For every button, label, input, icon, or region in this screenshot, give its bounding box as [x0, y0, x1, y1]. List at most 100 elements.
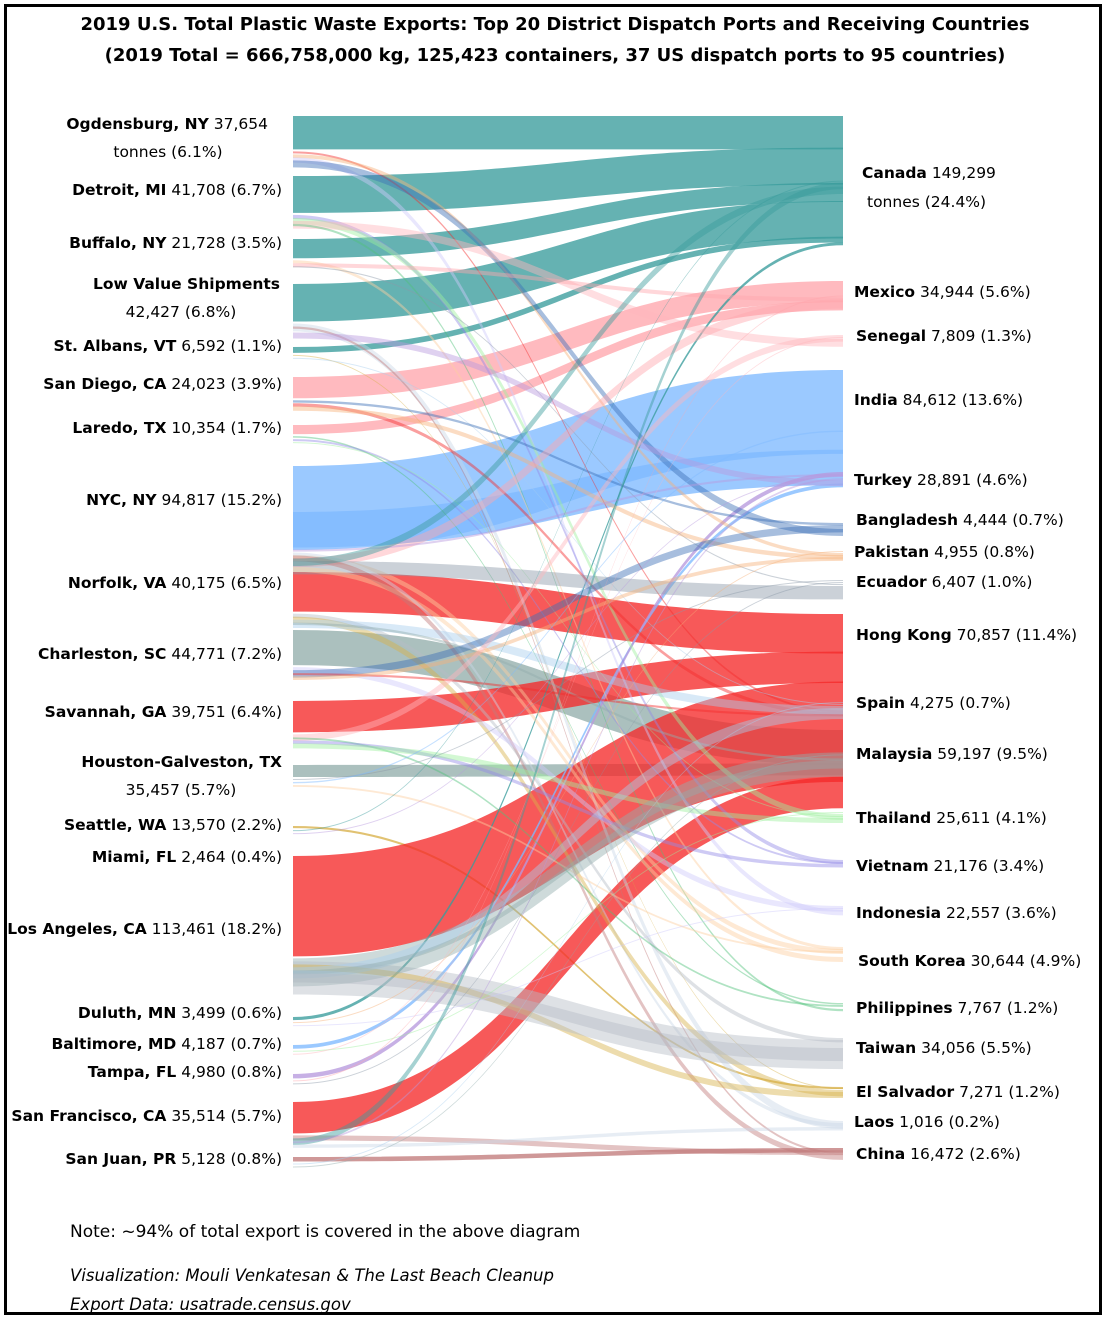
- destination-country-label: Spain 4,275 (0.7%): [856, 694, 1011, 712]
- flow-link-minor: [293, 335, 843, 741]
- flow-link-minor: [293, 266, 843, 586]
- flow-link-minor: [293, 439, 843, 864]
- destination-country-label: Bangladesh 4,444 (0.7%): [856, 511, 1064, 529]
- destination-country-label: Mexico 34,944 (5.6%): [854, 283, 1031, 301]
- flow-link-minor: [293, 580, 843, 781]
- flow-link-minor: [293, 400, 843, 526]
- flow-link-minor: [293, 737, 843, 1007]
- destination-country-label: El Salvador 7,271 (1.2%): [856, 1083, 1060, 1101]
- flow-link-minor: [293, 622, 843, 761]
- source-port-label: Miami, FL 2,464 (0.4%): [92, 848, 282, 866]
- flow-link-minor: [293, 160, 843, 536]
- chart-subtitle: (2019 Total = 666,758,000 kg, 125,423 co…: [104, 45, 1006, 66]
- flow-link-minor: [293, 961, 843, 1062]
- flow-link: [293, 182, 843, 259]
- source-port-label: Charleston, SC 44,771 (7.2%): [38, 645, 282, 663]
- flow-link: [293, 1148, 843, 1162]
- flow-link-minor: [293, 619, 843, 715]
- flow-link-minor: [293, 752, 843, 975]
- flow-link-minor: [293, 474, 843, 552]
- destination-country-label: Thailand 25,611 (4.1%): [856, 809, 1047, 827]
- flow-link-minor: [293, 186, 843, 567]
- flow-link-minor: [293, 743, 843, 824]
- flow-link-minor: [293, 157, 843, 916]
- sankey-links: [293, 116, 843, 1168]
- flow-link-minor: [293, 217, 843, 820]
- flow-link-minor: [293, 555, 843, 1160]
- flow-link-minor: [293, 223, 843, 1012]
- flow-link-minor: [293, 708, 843, 979]
- flow-link-minor: [293, 357, 843, 705]
- flow-link-minor: [293, 220, 843, 347]
- source-port-value: 42,427 (6.8%): [126, 303, 237, 321]
- source-port-label: San Diego, CA 24,023 (3.9%): [43, 375, 282, 393]
- flow-link: [293, 472, 843, 1079]
- flow-link-minor: [293, 551, 843, 1024]
- flow-link-minor: [293, 154, 843, 557]
- source-port-label: San Francisco, CA 35,514 (5.7%): [11, 1107, 282, 1125]
- flow-link-minor: [293, 785, 843, 953]
- source-port-label: St. Albans, VT 6,592 (1.1%): [53, 337, 282, 355]
- flow-link: [293, 281, 843, 399]
- flow-link-minor: [293, 263, 843, 302]
- flow-link-minor: [293, 613, 843, 1043]
- destination-country-label: Indonesia 22,557 (3.6%): [856, 904, 1057, 922]
- flow-link-minor: [293, 406, 843, 560]
- source-port-label: Norfolk, VA 40,175 (6.5%): [68, 574, 282, 592]
- flow-link-minor: [293, 1135, 843, 1156]
- source-port-label: Houston-Galveston, TX: [81, 753, 282, 771]
- chart-title: 2019 U.S. Total Plastic Waste Exports: T…: [80, 14, 1030, 35]
- destination-country-label: Senegal 7,809 (1.3%): [856, 327, 1032, 345]
- flow-link-minor: [293, 964, 843, 1099]
- flow-link: [293, 483, 843, 1049]
- source-port-label: Low Value Shipments: [93, 275, 280, 293]
- source-port-label: Buffalo, NY 21,728 (3.5%): [69, 234, 282, 252]
- flow-link-minor: [293, 214, 843, 865]
- flow-link-minor: [293, 560, 843, 600]
- flow-link-minor: [293, 702, 843, 1165]
- flow-link-minor: [293, 667, 843, 912]
- flow-link: [293, 681, 843, 957]
- destination-country-label: Turkey 28,891 (4.6%): [854, 471, 1028, 489]
- sankey-labels: Ogdensburg, NY 37,654 tonnes (6.1%) Detroi…: [7, 115, 1081, 1168]
- flow-link-minor: [293, 295, 843, 1082]
- flow-link: [293, 242, 843, 1021]
- flow-link-minor: [293, 442, 843, 817]
- flow-link-minor: [293, 616, 843, 1097]
- flow-link-minor: [293, 323, 843, 1129]
- flow-link-minor: [293, 478, 843, 1144]
- flow-link-minor: [293, 908, 843, 1027]
- destination-country-label: Taiwan 34,056 (5.5%): [856, 1039, 1032, 1057]
- source-port-label: San Juan, PR 5,128 (0.8%): [65, 1150, 282, 1168]
- data-credit: Export Data: usatrade.census.gov: [70, 1295, 351, 1314]
- flow-link-minor: [293, 182, 843, 1146]
- flow-link: [293, 236, 843, 353]
- destination-country-label: Vietnam 21,176 (3.4%): [856, 857, 1044, 875]
- flow-link-minor: [293, 260, 843, 951]
- source-port-label: Ogdensburg, NY 37,654: [66, 115, 268, 133]
- source-port-label: Laredo, TX 10,354 (1.7%): [72, 419, 282, 437]
- destination-country-label: Ecuador 6,407 (1.0%): [856, 573, 1032, 591]
- flow-link-minor: [293, 332, 843, 487]
- flow-link: [293, 200, 843, 322]
- flow-link-minor: [293, 436, 843, 1005]
- flow-link-minor: [293, 557, 843, 681]
- flow-link-minor: [293, 299, 843, 568]
- destination-country-label: Hong Kong 70,857 (11.4%): [856, 626, 1077, 644]
- flow-link-minor: [293, 760, 843, 987]
- flow-link-minor: [293, 1127, 843, 1148]
- source-port-label: Savannah, GA 39,751 (6.4%): [45, 703, 282, 721]
- source-port-label: Tampa, FL 4,980 (0.8%): [88, 1063, 282, 1081]
- flow-link-minor: [293, 326, 843, 1155]
- visualization-credit: Visualization: Mouli Venkatesan & The La…: [70, 1266, 554, 1285]
- source-port-label: Detroit, MI 41,708 (6.7%): [72, 181, 282, 199]
- coverage-note: Note: ~94% of total export is covered in…: [70, 1222, 581, 1242]
- flow-link-minor: [293, 476, 843, 835]
- source-port-label: Duluth, MN 3,499 (0.6%): [78, 1004, 282, 1022]
- flow-link-minor: [293, 430, 843, 784]
- destination-country-label: Canada 149,299: [862, 164, 996, 182]
- flow-link: [293, 572, 843, 654]
- source-port-value: 35,457 (5.7%): [126, 781, 237, 799]
- flow-link: [293, 776, 843, 1134]
